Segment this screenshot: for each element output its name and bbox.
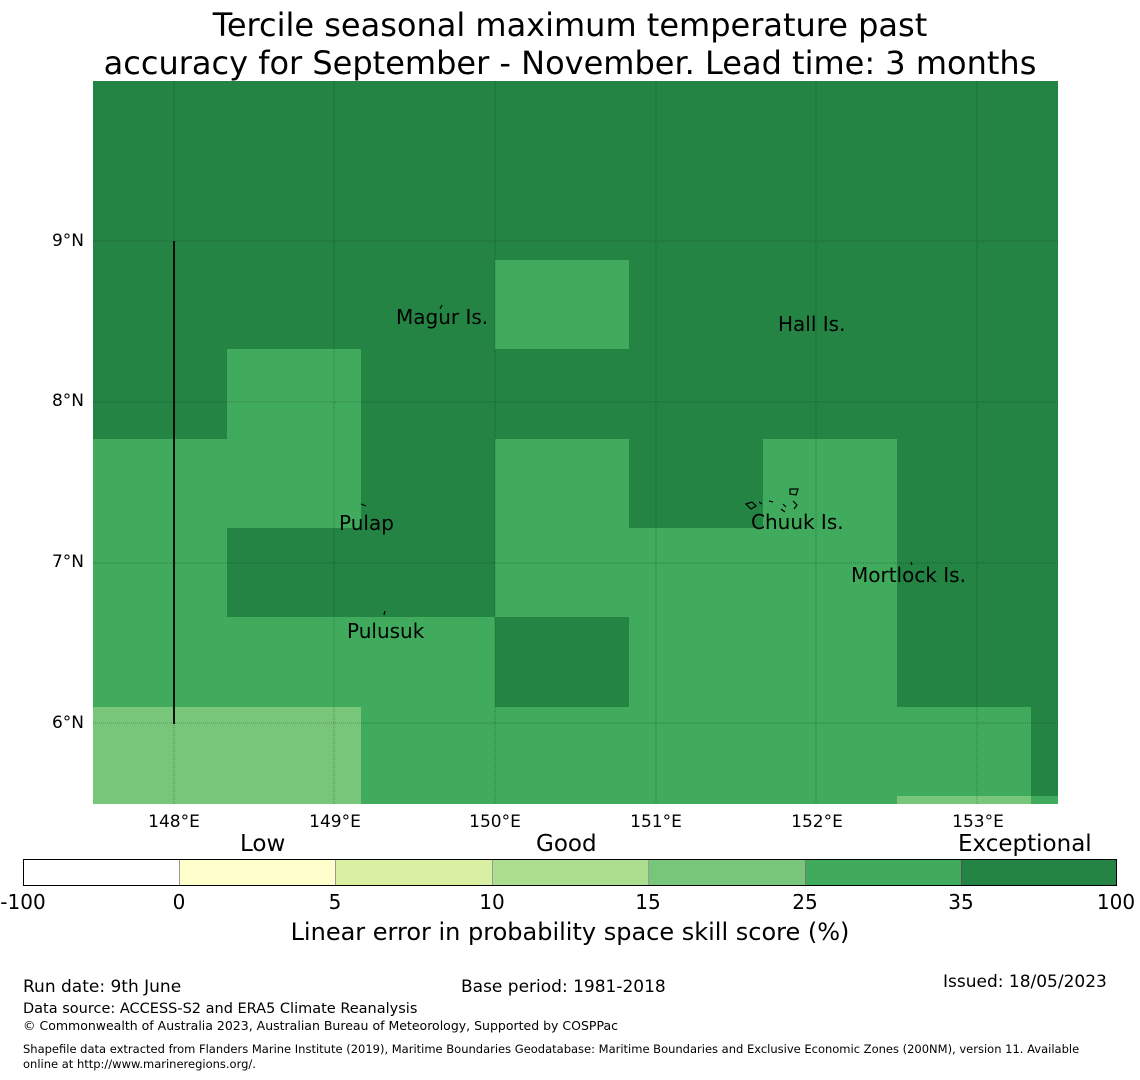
skill-cell	[93, 707, 361, 804]
island-outlines	[360, 304, 913, 616]
skill-cell	[897, 707, 1031, 804]
issued-date: Issued: 18/05/2023	[943, 972, 1107, 992]
skill-cell	[629, 528, 897, 707]
lon-label-153e: 153°E	[952, 812, 1004, 832]
lat-label-8n: 8°N	[51, 391, 84, 411]
pulap-island-shape	[360, 503, 367, 507]
colorbar-tick: 35	[948, 890, 974, 914]
mortlock-island-shape	[910, 561, 913, 566]
shapefile-credit-line-2: online at http://www.marineregions.org/.	[23, 1057, 256, 1071]
skill-cell	[93, 439, 227, 707]
chart-title-line-2: accuracy for September - November. Lead …	[103, 44, 1037, 82]
lon-label-151e: 151°E	[630, 812, 682, 832]
colorbar-tick: 10	[479, 890, 505, 914]
skill-cell	[495, 260, 629, 349]
colorbar-segment-15-25	[648, 859, 805, 886]
skill-cell	[897, 796, 1031, 804]
base-period: Base period: 1981-2018	[461, 977, 666, 997]
skill-cell	[361, 707, 897, 804]
place-label-mortlock: Mortlock Is.	[851, 563, 966, 587]
skill-cell	[227, 439, 361, 528]
copyright: © Commonwealth of Australia 2023, Austra…	[23, 1018, 618, 1033]
pulusuk-island-shape	[383, 610, 386, 616]
colorbar	[23, 859, 1117, 886]
colorbar-tick: 5	[328, 890, 342, 914]
skill-map-svg	[93, 81, 1058, 804]
magur-island-shape	[439, 304, 443, 310]
chart-title-line-1: Tercile seasonal maximum temperature pas…	[212, 6, 928, 44]
skill-cell	[227, 617, 495, 707]
colorbar-segment-5-10	[335, 859, 492, 886]
lon-label-150e: 150°E	[469, 812, 521, 832]
lat-label-7n: 7°N	[51, 552, 84, 572]
colorbar-segment-below-0	[23, 859, 179, 886]
place-label-hall: Hall Is.	[778, 312, 846, 336]
place-label-chuuk: Chuuk Is.	[751, 510, 844, 534]
skill-map: Magur Is. Hall Is. Pulap Chuuk Is. Mortl…	[93, 81, 1058, 804]
shapefile-credit-line-1: Shapefile data extracted from Flanders M…	[23, 1042, 1080, 1056]
skill-cell	[495, 439, 629, 617]
lon-label-149e: 149°E	[309, 812, 361, 832]
place-label-magur: Magur Is.	[396, 305, 489, 329]
colorbar-tick: 0	[172, 890, 186, 914]
colorbar-segment-10-15	[492, 859, 648, 886]
run-date: Run date: 9th June	[23, 977, 182, 997]
colorbar-tick: 100	[1096, 890, 1136, 914]
legend-category-exceptional: Exceptional	[958, 831, 1092, 857]
colorbar-segment-25-35	[805, 859, 961, 886]
chuuk-island-shape	[744, 488, 799, 513]
lat-label-9n: 9°N	[51, 231, 84, 251]
skill-cell	[227, 349, 361, 439]
lat-label-6n: 6°N	[51, 713, 84, 733]
legend-category-low: Low	[240, 831, 286, 857]
place-label-pulusuk: Pulusuk	[347, 619, 425, 643]
colorbar-tick: 15	[635, 890, 661, 914]
colorbar-tick: 25	[792, 890, 818, 914]
colorbar-segment-0-5	[179, 859, 335, 886]
legend-category-good: Good	[536, 831, 597, 857]
place-label-pulap: Pulap	[339, 511, 394, 535]
colorbar-tick: -100	[0, 890, 46, 914]
lon-label-148e: 148°E	[148, 812, 200, 832]
colorbar-label: Linear error in probability space skill …	[290, 918, 850, 946]
colorbar-frame	[23, 859, 1117, 886]
data-source: Data source: ACCESS-S2 and ERA5 Climate …	[23, 1001, 418, 1017]
colorbar-segment-35-100	[961, 859, 1117, 886]
lon-label-152e: 152°E	[791, 812, 843, 832]
skill-cell	[1031, 796, 1058, 804]
skill-cell	[763, 439, 897, 528]
